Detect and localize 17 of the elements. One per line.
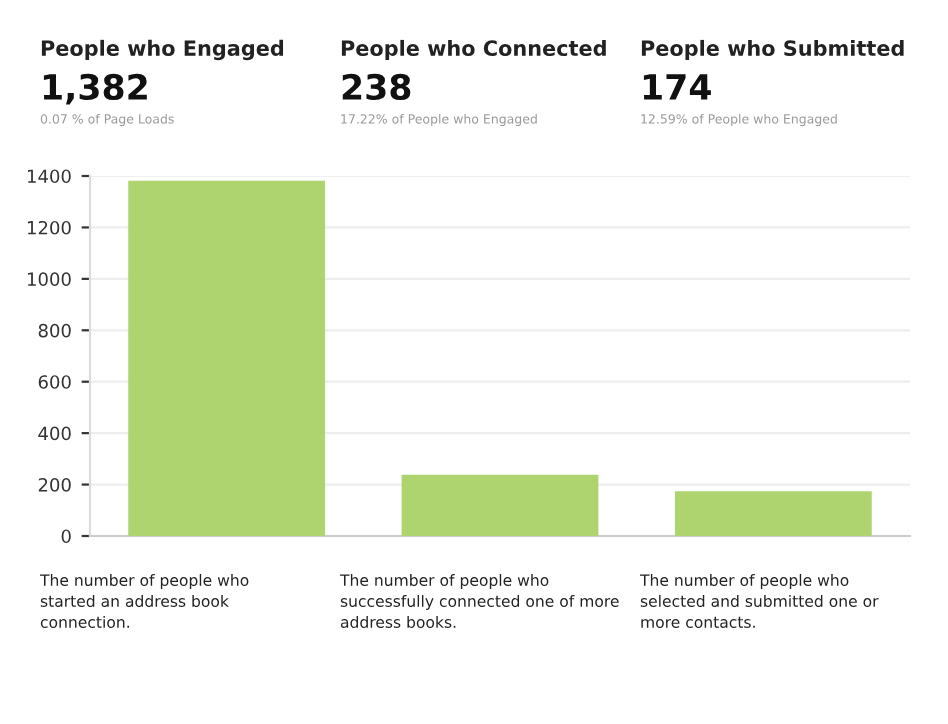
y-tick-label: 1000 (27, 272, 71, 286)
y-tick-label: 1200 (27, 220, 71, 235)
data-label: 238 (342, 73, 411, 101)
bar (674, 491, 872, 536)
y-tick-label: 0 (61, 529, 71, 544)
data-label: 174 (643, 74, 711, 100)
x-tick-label: People who Engaged (41, 39, 284, 61)
data-label: 1,382 (43, 73, 147, 105)
y-tick-label: 400 (38, 426, 71, 441)
y-tick-label: 1400 (27, 169, 71, 184)
bar (401, 474, 599, 536)
x-tick-label: People who Connected (341, 39, 606, 61)
y-tick-label: 600 (38, 375, 71, 389)
y-tick-label: 200 (38, 478, 71, 492)
y-tick-label: 800 (38, 323, 71, 338)
bar (128, 180, 326, 536)
x-tick-label: People who Submitted (641, 39, 904, 61)
